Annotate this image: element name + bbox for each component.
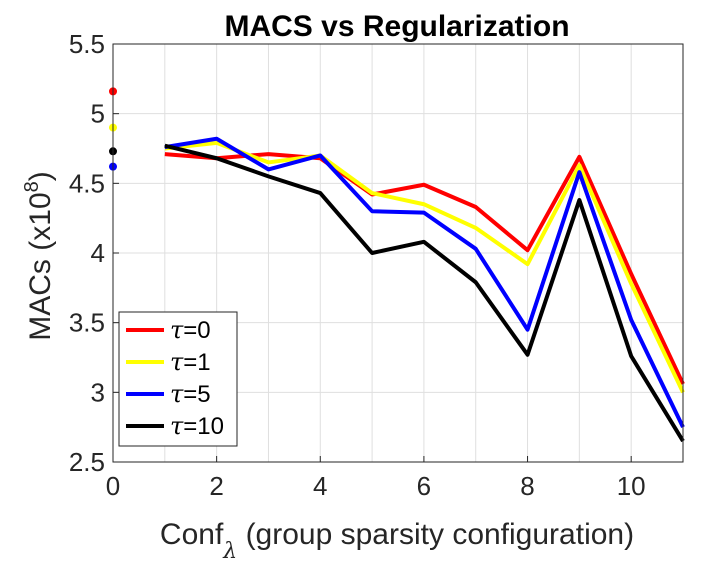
y-tick-label: 4 — [91, 238, 105, 268]
x-tick-label: 2 — [209, 471, 223, 501]
y-axis-label-main: MACs (x10 — [24, 192, 57, 340]
y-tick-label: 2.5 — [69, 447, 105, 477]
x-tick-label: 10 — [617, 471, 646, 501]
y-axis-label: MACs (x108) — [21, 171, 57, 340]
x-tick-label: 0 — [106, 471, 120, 501]
legend-label-tau-1: τ=1 — [170, 348, 211, 376]
x-axis-label: Confλ (group sparsity configuration) — [160, 518, 634, 563]
series-line-tau-2 — [164, 136, 685, 429]
series-line-tau-3 — [164, 143, 685, 443]
y-tick-label: 5 — [91, 99, 105, 129]
series-line-tau-1 — [164, 140, 685, 394]
legend-box — [118, 311, 238, 447]
y-axis-label-close: ) — [24, 171, 57, 181]
legend: τ=0 τ=1 τ=5 τ=10 — [118, 311, 238, 447]
series-lines — [164, 136, 685, 443]
x-tick-label: 6 — [417, 471, 431, 501]
x-tick-label: 8 — [520, 471, 534, 501]
x-axis-label-subscript: λ — [222, 539, 237, 563]
y-axis-label-superscript: 8 — [21, 181, 43, 192]
x-axis-label-main: Conf — [160, 518, 224, 551]
y-tick-label: 3 — [91, 377, 105, 407]
axis-ticks: 0 2 4 6 8 10 2.5 3 3.5 4 4.5 5 5.5 — [69, 29, 646, 501]
legend-label-tau-0: τ=0 — [170, 316, 211, 344]
y-tick-label: 5.5 — [69, 29, 105, 59]
legend-label-tau-2: τ=5 — [170, 380, 211, 408]
legend-label-tau-3: τ=10 — [170, 412, 224, 440]
x-axis-label-rest: (group sparsity configuration) — [237, 518, 634, 551]
chart-title: MACS vs Regularization — [224, 10, 569, 43]
y-tick-label: 3.5 — [69, 308, 105, 338]
x-tick-label: 4 — [313, 471, 327, 501]
y-tick-label: 4.5 — [69, 168, 105, 198]
